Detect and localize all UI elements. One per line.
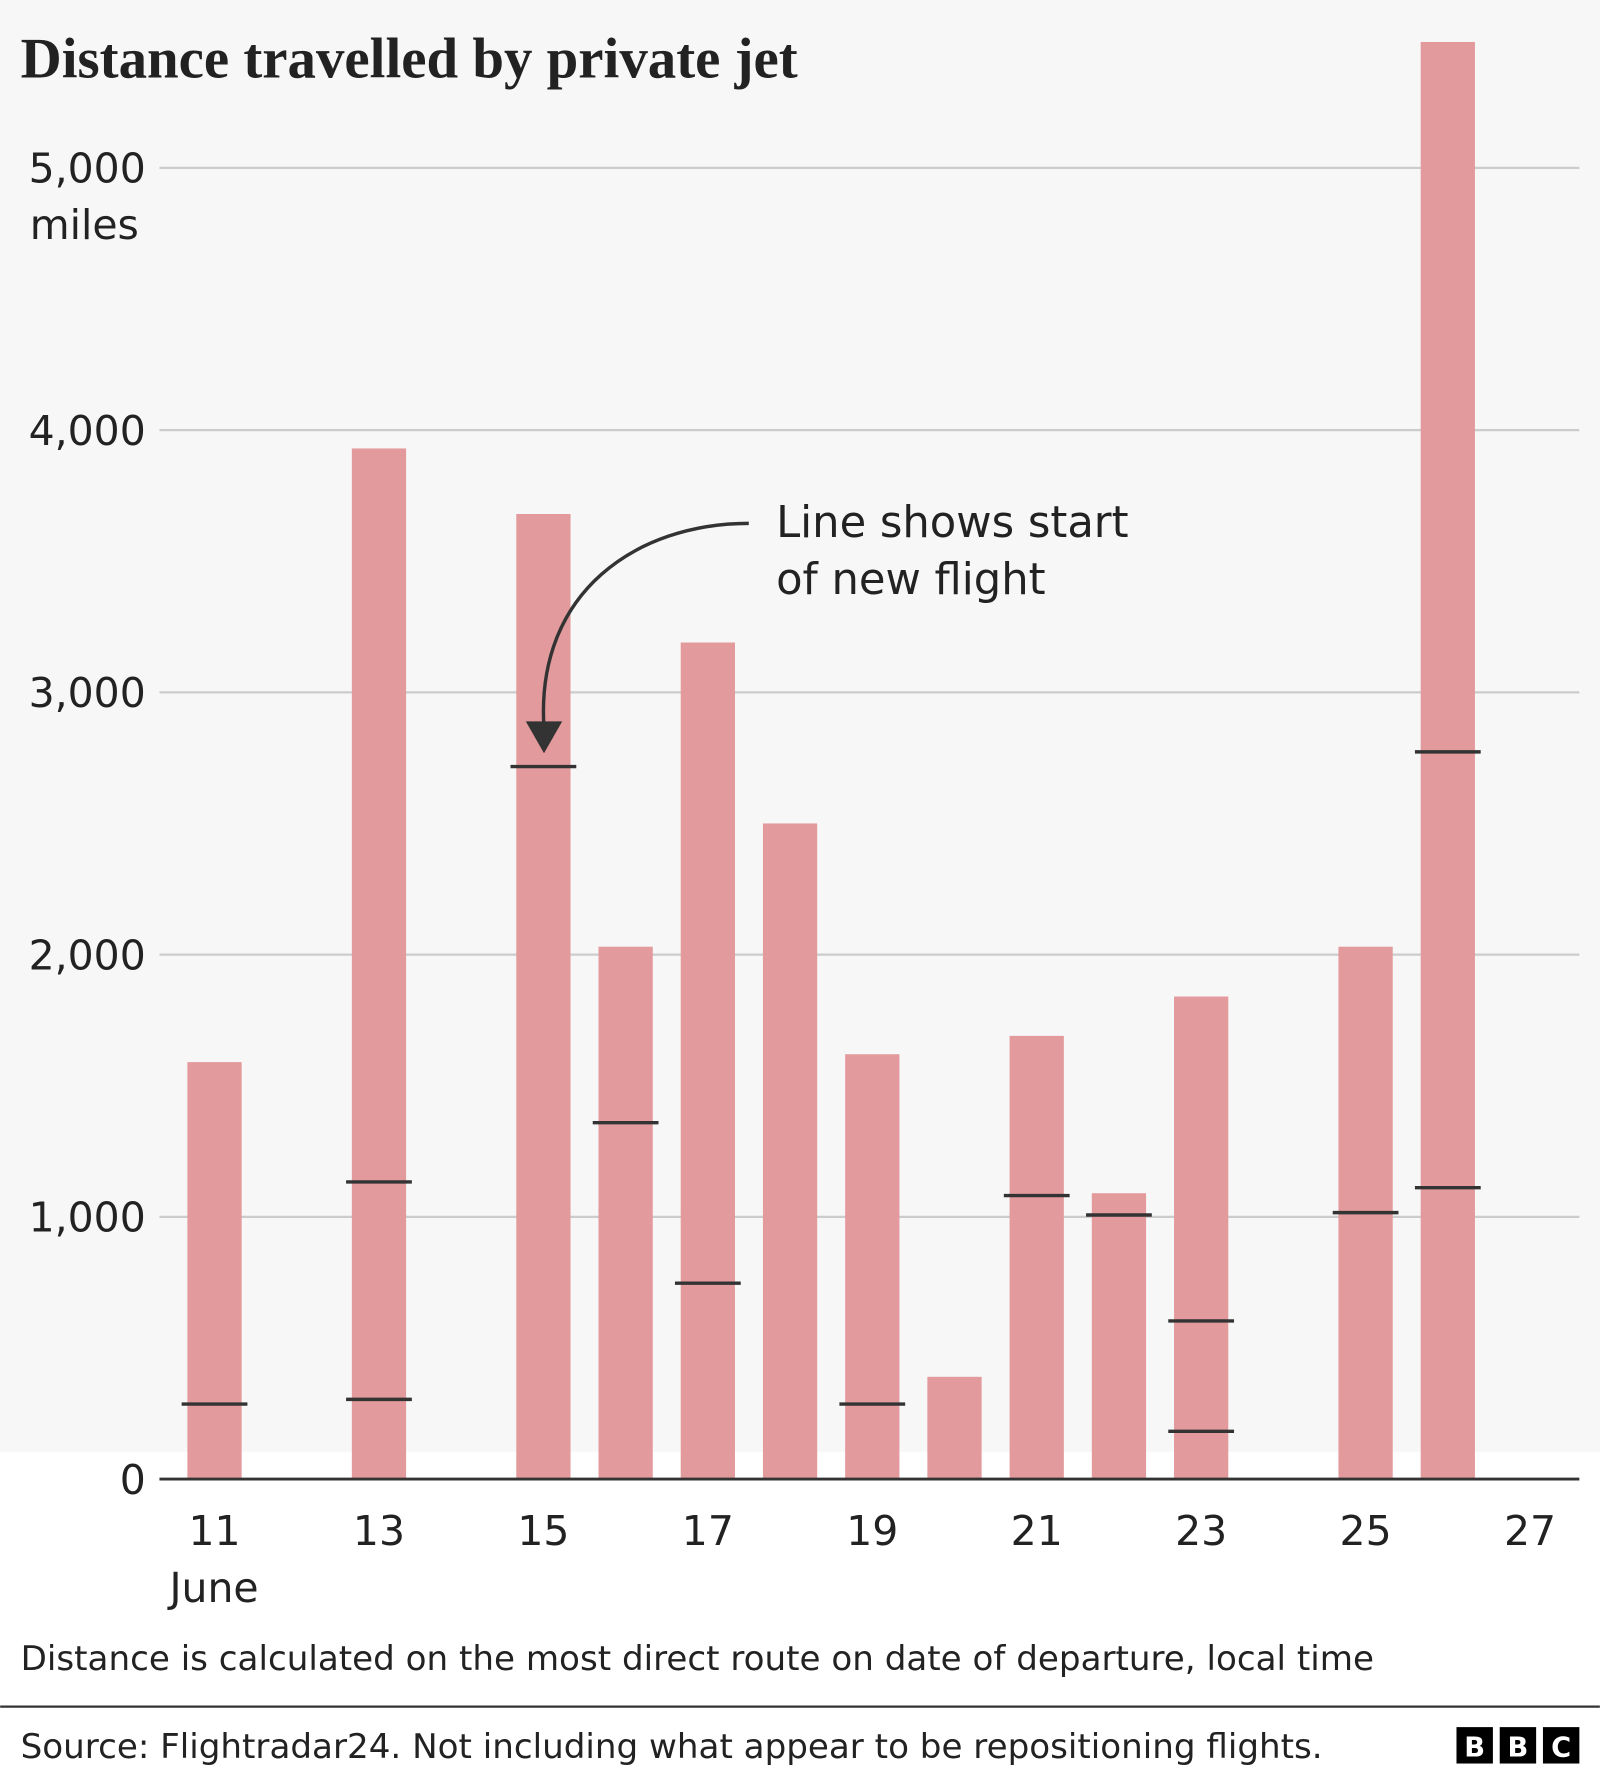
annotation: Line shows start [776,498,1128,548]
logo-letter: B [1508,1733,1529,1764]
plot: 0 1,000 2,000 3,000 4,000 5,000 11 13 15 17 19 21 23… [29,41,1580,1555]
bar [187,1062,242,1480]
y-tick-label: 5,000 [29,145,146,193]
y-tick-label: 3,000 [29,669,146,717]
y-tick-label: 2,000 [29,931,146,979]
annotation-arrow [541,521,749,729]
bar [680,642,735,1480]
annotation: of new flight [776,555,1045,605]
chart-title: Distance travelled by private jet [21,27,798,90]
bar [598,946,653,1480]
x-tick-label: 13 [353,1507,405,1555]
logo-letter: B [1464,1733,1485,1764]
x-sublabel: June [166,1564,258,1612]
y-tick-label: 4,000 [29,407,146,455]
x-tick-label: 19 [846,1507,898,1555]
x-tick-label: 25 [1340,1507,1392,1555]
bar [516,514,571,1480]
bar [762,823,818,1480]
x-tick-label: 11 [188,1507,240,1555]
x-tick-label: 21 [1011,1507,1063,1555]
x-tick-label: 17 [682,1507,734,1555]
logo-box [1542,1727,1580,1764]
bar [1009,1035,1064,1480]
logo-box [1456,1727,1493,1764]
bar [1091,1193,1147,1480]
y-unit: miles [30,201,139,249]
logo-box [1499,1727,1537,1764]
x-tick-label: 27 [1504,1507,1556,1555]
y-tick-label: 0 [120,1456,146,1504]
y-tick-label: 1,000 [29,1194,146,1242]
logo: B B C [1456,1727,1580,1764]
bar [845,1054,900,1480]
x-tick-label: 15 [517,1507,569,1555]
note: Distance is calculated on the most direc… [21,1639,1374,1679]
arrow-head [525,721,563,754]
bar [351,448,407,1480]
bar [1174,996,1229,1480]
bar [927,1376,982,1480]
bar [1420,41,1475,1480]
source: Source: Flightradar24. Not including wha… [21,1727,1323,1767]
logo-letter: C [1551,1733,1571,1764]
x-tick-label: 23 [1175,1507,1227,1555]
